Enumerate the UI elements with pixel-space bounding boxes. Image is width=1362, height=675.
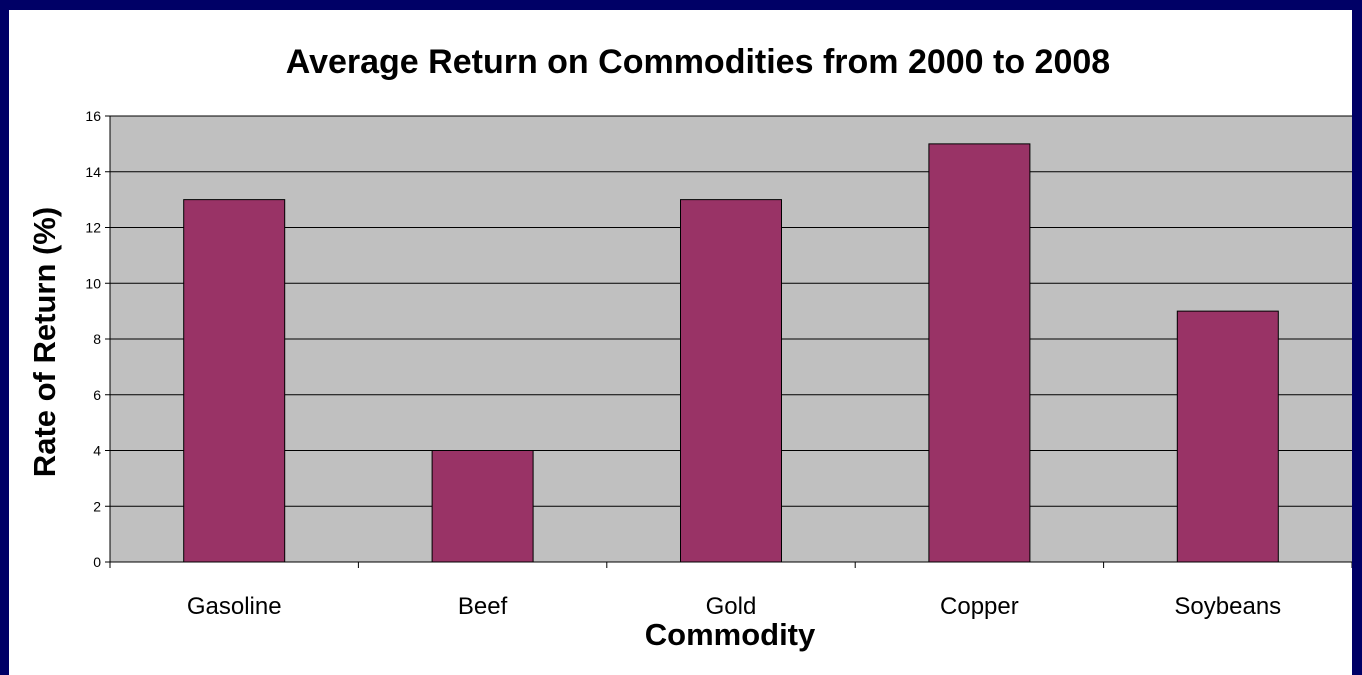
y-tick-label: 8: [93, 331, 101, 347]
chart: Average Return on Commodities from 2000 …: [27, 43, 1352, 652]
chart-title: Average Return on Commodities from 2000 …: [286, 43, 1110, 81]
x-category-label: Gold: [706, 593, 757, 620]
x-category-label: Beef: [458, 593, 508, 620]
slide-frame: Average Return on Commodities from 2000 …: [9, 10, 1352, 675]
y-tick-label: 12: [85, 220, 101, 236]
y-tick-label: 2: [93, 498, 101, 514]
bar-soybeans: [1176, 310, 1279, 563]
y-tick-label: 14: [85, 164, 101, 180]
y-tick-label: 6: [93, 387, 101, 403]
y-tick-label: 16: [85, 108, 101, 124]
y-tick-label: 4: [93, 443, 101, 459]
bar-gold: [680, 199, 782, 563]
bar-beef: [431, 450, 534, 563]
y-tick-label: 10: [85, 275, 101, 291]
bar-copper: [928, 143, 1031, 563]
x-axis-title: Commodity: [645, 617, 816, 652]
x-category-label: Gasoline: [187, 593, 282, 620]
x-category-label: Copper: [940, 593, 1019, 620]
x-category-label: Soybeans: [1174, 593, 1281, 620]
bar-gasoline: [183, 199, 286, 563]
plot-area: 0 2 4 6 8 10 12 14 16 Gasoline Beef Gold Copper Soybe…: [85, 108, 1352, 620]
y-axis-title: Rate of Return (%): [27, 207, 62, 477]
y-tick-label: 0: [93, 554, 101, 570]
